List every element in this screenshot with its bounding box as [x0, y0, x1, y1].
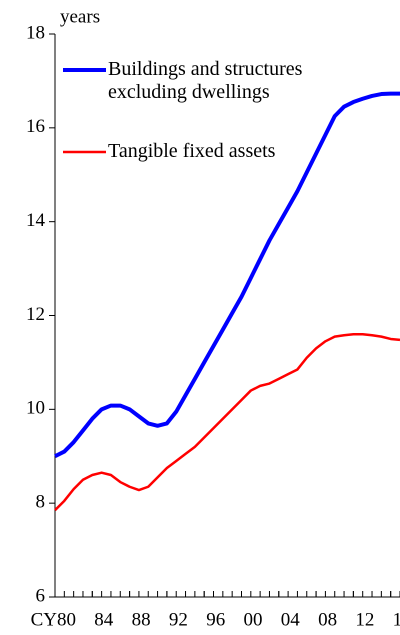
- y-tick-label: 12: [26, 304, 45, 325]
- series-line: [54, 91, 400, 459]
- x-tick-label: 96: [206, 609, 225, 630]
- x-tick-label: 88: [132, 609, 151, 630]
- legend-label: Tangible fixed assets: [108, 140, 276, 162]
- x-tick-label: 92: [169, 609, 188, 630]
- x-tick-label: 12: [355, 609, 374, 630]
- y-unit-label: years: [60, 6, 100, 27]
- x-tick-label: CY80: [31, 609, 76, 630]
- y-tick-label: 14: [26, 210, 46, 231]
- legend-label: Buildings and structures excluding dwell…: [108, 58, 303, 103]
- x-tick-label: 04: [281, 609, 301, 630]
- series-line: [54, 333, 400, 512]
- x-tick-label: 00: [243, 609, 262, 630]
- y-tick-label: 18: [26, 22, 45, 43]
- y-tick-label: 6: [36, 585, 46, 606]
- y-tick-label: 8: [36, 492, 46, 513]
- x-tick-label: 84: [94, 609, 114, 630]
- x-tick-label: 16: [393, 609, 400, 630]
- x-tick-label: 08: [318, 609, 337, 630]
- y-tick-label: 16: [26, 116, 45, 137]
- y-tick-label: 10: [26, 398, 45, 419]
